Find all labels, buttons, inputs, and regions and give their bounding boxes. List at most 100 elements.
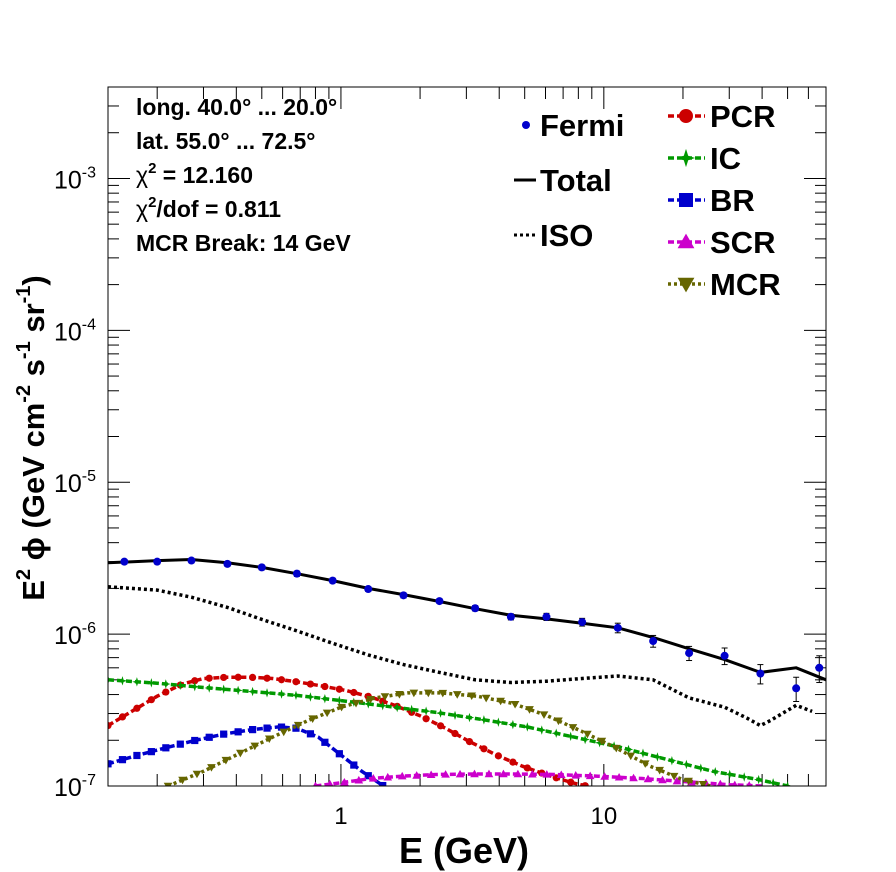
mcr-marker: [395, 691, 404, 699]
ic-marker: [710, 767, 720, 777]
ic-marker: [696, 763, 706, 773]
fermi-point: [506, 612, 515, 621]
ic-marker: [219, 684, 229, 694]
iso-line: [108, 585, 813, 728]
mcr-line: [167, 691, 712, 786]
mcr-marker: [640, 760, 650, 768]
br-marker: [205, 733, 213, 741]
ic-marker: [233, 685, 243, 696]
info-chi: χ: [136, 196, 148, 222]
br-marker: [147, 748, 155, 756]
ic-marker: [334, 695, 344, 706]
y-tick-label: 10-7: [54, 772, 96, 802]
br-marker: [379, 781, 387, 786]
pcr-marker: [118, 713, 127, 721]
pcr-marker: [162, 688, 170, 696]
axis-ticks: [108, 86, 827, 787]
y-title-part: sr: [16, 303, 51, 341]
y-title-part: ϕ (GeV cm: [16, 403, 51, 569]
y-tick-exponent: -4: [82, 316, 96, 333]
mcr-marker: [684, 777, 693, 786]
x-tick-label: 1: [334, 803, 347, 830]
series-mcr: [163, 689, 712, 786]
mcr-marker: [279, 728, 289, 737]
fermi-point: [187, 556, 196, 565]
x-axis-title: E (GeV): [399, 830, 529, 871]
scr-marker: [441, 770, 450, 778]
mcr-marker: [496, 697, 505, 706]
legend-label: Fermi: [540, 108, 624, 143]
fermi-point: [292, 569, 301, 578]
y-tick-exponent: -6: [82, 620, 96, 637]
legend: Fermi Total ISO PCR IC BR SCR MCR: [514, 99, 781, 302]
pcr-marker: [321, 682, 329, 691]
mcr-marker: [525, 706, 534, 714]
mcr-marker: [207, 764, 216, 772]
fermi-point: [815, 663, 824, 672]
pcr-marker: [220, 673, 228, 682]
mcr-marker: [669, 772, 679, 781]
ic-marker: [754, 774, 764, 785]
pcr-marker: [234, 673, 242, 681]
fermi-point: [471, 604, 480, 613]
br-marker: [364, 772, 372, 780]
pcr-marker: [248, 673, 257, 682]
br-marker: [108, 760, 112, 768]
br-marker: [248, 726, 257, 734]
scr-marker: [484, 769, 494, 778]
pcr-marker: [509, 758, 517, 766]
scr-marker: [499, 769, 508, 778]
info-line: lat. 55.0° ... 72.5°: [136, 128, 316, 154]
y-tick-base: 10: [54, 470, 82, 498]
scr-marker: [746, 781, 752, 786]
fermi-point: [328, 576, 337, 585]
pcr-marker: [147, 696, 155, 704]
fermi-point: [578, 618, 587, 627]
pcr-marker: [277, 676, 286, 684]
pcr-marker: [350, 688, 358, 697]
scr-marker: [542, 770, 552, 778]
ic-marker: [378, 701, 388, 711]
ic-marker: [117, 676, 128, 686]
info-text: MCR Break: 14 GeV: [136, 230, 351, 256]
pcr-marker: [581, 782, 589, 786]
legend-ic-marker: [676, 148, 696, 168]
ic-marker: [204, 683, 214, 693]
legend-label: IC: [710, 141, 741, 176]
ic-marker: [768, 778, 778, 786]
fermi-point: [756, 669, 765, 678]
scr-marker: [312, 781, 318, 786]
ic-marker: [725, 769, 735, 779]
legend-fermi-marker: [522, 121, 530, 129]
fermi-point: [613, 623, 622, 632]
mcr-marker: [250, 742, 260, 751]
br-marker: [263, 724, 271, 732]
scr-marker: [383, 772, 393, 781]
plot-frame: [107, 86, 827, 787]
series-pcr: [108, 673, 589, 786]
scr-marker: [585, 771, 595, 780]
pcr-marker: [422, 715, 430, 723]
pcr-marker: [451, 729, 459, 738]
scr-marker: [672, 776, 682, 785]
ic-marker: [175, 680, 185, 690]
ic-marker: [537, 725, 547, 735]
fermi-point: [223, 559, 232, 568]
ic-marker: [407, 704, 417, 714]
y-tick-base: 10: [54, 166, 82, 194]
ic-marker: [450, 710, 460, 720]
fermi-point: [685, 649, 694, 658]
ic-marker: [667, 756, 677, 766]
scr-marker: [340, 777, 349, 786]
y-axis-title: E2 ϕ (GeV cm-2 s-1 sr-1): [13, 275, 51, 601]
y-tick-label: 10-3: [54, 164, 96, 194]
ic-marker: [291, 690, 301, 700]
ic-marker: [652, 752, 663, 762]
ic-marker: [146, 678, 157, 688]
mcr-marker: [337, 703, 346, 712]
legend-label: BR: [710, 183, 755, 218]
fermi-points: [120, 556, 824, 703]
pcr-marker: [465, 737, 474, 746]
pcr-marker: [335, 685, 343, 693]
